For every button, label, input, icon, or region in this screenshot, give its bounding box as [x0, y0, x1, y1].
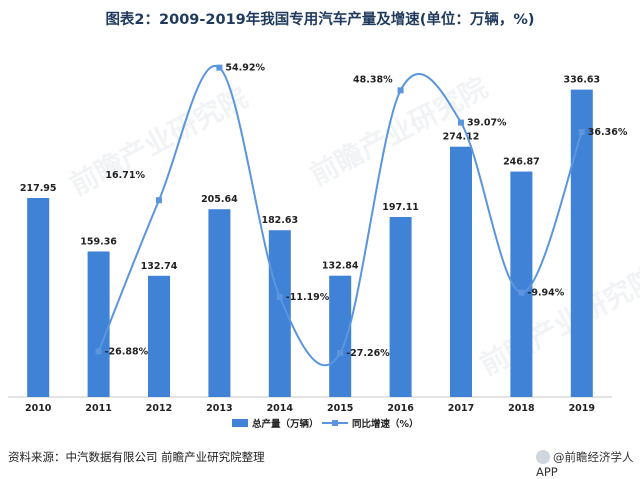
bar	[570, 89, 593, 397]
line-point	[458, 119, 464, 126]
bar-value-label: 159.36	[80, 236, 117, 247]
line-point	[95, 348, 102, 355]
footer-brand: @前瞻经济学人APP	[536, 449, 640, 479]
line-point	[276, 294, 283, 301]
line-value-label: -27.26%	[346, 348, 390, 359]
line-value-label: 36.36%	[588, 127, 628, 138]
x-tick-label: 2010	[25, 403, 52, 414]
bar-value-label: 246.87	[503, 157, 540, 168]
x-tick-label: 2011	[85, 403, 111, 414]
line-point	[578, 129, 585, 136]
bar	[208, 209, 231, 397]
x-tick-label: 2018	[508, 403, 535, 414]
bar-value-label: 274.12	[443, 132, 480, 143]
x-tick-label: 2014	[267, 403, 294, 414]
x-tick-label: 2013	[206, 403, 232, 414]
bar-value-label: 197.11	[382, 202, 419, 213]
x-tick-label: 2015	[327, 403, 353, 414]
bar	[510, 171, 533, 397]
legend-line-label: 同比增速（%）	[352, 418, 419, 430]
x-tick-label: 2016	[387, 403, 414, 414]
legend-bar-label: 总产量（万辆）	[252, 418, 319, 430]
line-value-label: 54.92%	[225, 63, 265, 74]
bar	[87, 251, 110, 397]
x-tick-label: 2012	[146, 403, 172, 414]
bar	[389, 217, 412, 397]
bar-value-label: 132.74	[141, 261, 178, 272]
legend-bar-swatch	[232, 419, 248, 427]
footer-brand-text: @前瞻经济学人APP	[536, 450, 634, 479]
line-value-label: -11.19%	[286, 292, 330, 303]
legend-line-marker	[332, 420, 338, 426]
bar	[268, 230, 291, 397]
chart-title: 图表2：2009-2019年我国专用汽车产量及增速(单位：万辆，%)	[105, 12, 535, 28]
line-value-label: 48.38%	[353, 74, 393, 85]
line-value-label: 16.71%	[105, 170, 145, 181]
line-point	[518, 289, 525, 296]
bar-value-label: 217.95	[20, 183, 57, 194]
line-point	[337, 349, 344, 356]
line-point	[156, 197, 162, 204]
line-value-label: 39.07%	[467, 118, 507, 129]
bar	[27, 197, 50, 397]
bar-value-label: 205.64	[201, 194, 238, 205]
line-value-label: -26.88%	[105, 346, 149, 357]
line-point	[216, 64, 223, 71]
x-tick-label: 2019	[569, 403, 595, 414]
brand-logo-icon	[536, 450, 550, 464]
x-tick-label: 2017	[448, 403, 474, 414]
bar	[450, 146, 472, 397]
line-point	[397, 87, 404, 94]
line-value-label: -9.94%	[527, 288, 564, 299]
bar	[148, 275, 170, 397]
source-note: 资料来源：中汽数据有限公司 前瞻产业研究院整理	[8, 450, 265, 464]
bar-value-label: 182.63	[261, 215, 298, 226]
bar	[329, 275, 352, 397]
bar-value-label: 336.63	[563, 75, 600, 86]
bar-value-label: 132.84	[322, 261, 359, 272]
